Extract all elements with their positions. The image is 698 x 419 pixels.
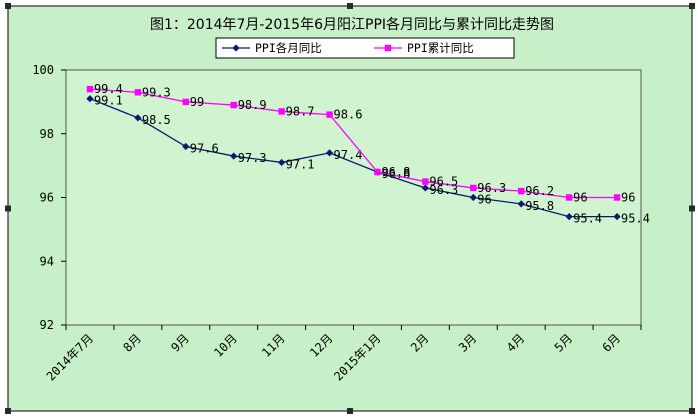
legend-label-cumulative: PPI累计同比 <box>407 41 474 55</box>
data-point-monthly <box>325 149 334 157</box>
data-label-monthly: 97.4 <box>334 148 363 162</box>
data-label-monthly: 95.4 <box>621 212 650 226</box>
data-label-monthly: 95.8 <box>525 199 554 213</box>
plot-area <box>65 69 642 326</box>
data-label-cumulative: 96.3 <box>477 181 506 195</box>
data-point-monthly <box>134 114 142 122</box>
data-point-monthly <box>230 152 238 160</box>
data-point-cumulative <box>230 101 237 109</box>
data-point-monthly <box>86 95 94 103</box>
data-label-monthly: 97.6 <box>190 142 219 156</box>
data-point-cumulative <box>182 98 189 106</box>
data-point-cumulative <box>470 184 477 192</box>
resize-handle[interactable] <box>5 408 11 414</box>
data-point-monthly <box>469 193 477 202</box>
data-label-cumulative: 99.4 <box>94 82 123 96</box>
data-point-cumulative <box>374 168 381 176</box>
data-point-cumulative <box>565 194 573 201</box>
data-label-cumulative: 98.6 <box>334 108 363 122</box>
data-label-cumulative: 99.3 <box>142 85 171 99</box>
data-point-monthly <box>182 142 190 151</box>
data-point-monthly <box>613 213 621 221</box>
legend-marker <box>384 44 392 52</box>
y-tick-label: 100 <box>32 63 54 77</box>
legend-label-monthly: PPI各月同比 <box>255 41 322 55</box>
data-point-cumulative <box>613 194 621 201</box>
data-label-monthly: 99.1 <box>94 94 123 108</box>
data-point-cumulative <box>278 108 285 115</box>
y-tick-label: 96 <box>40 191 54 205</box>
resize-handle[interactable] <box>347 408 353 414</box>
data-label-monthly: 97.1 <box>286 157 315 171</box>
data-point-cumulative <box>326 111 333 118</box>
data-point-monthly <box>278 158 286 167</box>
resize-handle[interactable] <box>689 3 695 9</box>
data-label-cumulative: 98.7 <box>286 104 315 118</box>
resize-handle[interactable] <box>689 408 695 414</box>
resize-handle[interactable] <box>5 3 11 9</box>
resize-handle[interactable] <box>5 205 11 212</box>
data-point-cumulative <box>134 89 142 96</box>
series-cumulative-line <box>89 88 618 199</box>
data-point-cumulative <box>518 187 525 195</box>
y-tick-label: 98 <box>40 127 54 141</box>
data-label-monthly: 97.3 <box>238 151 267 165</box>
data-point-cumulative <box>86 85 94 93</box>
chart-title: 图1：2014年7月-2015年6月阳江PPI各月同比与累计同比走势图 <box>150 17 554 33</box>
data-label-monthly: 95.4 <box>573 212 602 226</box>
data-label-monthly: 96.3 <box>429 183 458 197</box>
data-label-monthly: 98.5 <box>142 113 171 127</box>
series-monthly-line <box>89 98 618 218</box>
data-point-monthly <box>517 200 525 208</box>
data-label-cumulative: 98.9 <box>238 98 267 112</box>
resize-handle[interactable] <box>689 205 695 212</box>
data-point-cumulative <box>422 178 429 185</box>
data-label-cumulative: 99 <box>190 95 204 109</box>
data-label-cumulative: 96.8 <box>381 165 410 179</box>
data-label-monthly: 96 <box>477 193 491 207</box>
y-tick-label: 94 <box>40 254 54 268</box>
data-point-monthly <box>565 213 573 221</box>
data-label-cumulative: 96.5 <box>429 175 458 189</box>
legend-marker <box>232 44 240 52</box>
data-label-cumulative: 96 <box>573 191 587 205</box>
y-tick-label: 92 <box>40 318 54 332</box>
resize-handle[interactable] <box>347 3 353 9</box>
data-point-monthly <box>421 184 429 192</box>
data-label-cumulative: 96.2 <box>525 184 554 198</box>
data-label-cumulative: 96 <box>621 191 635 205</box>
legend-box <box>215 37 515 59</box>
